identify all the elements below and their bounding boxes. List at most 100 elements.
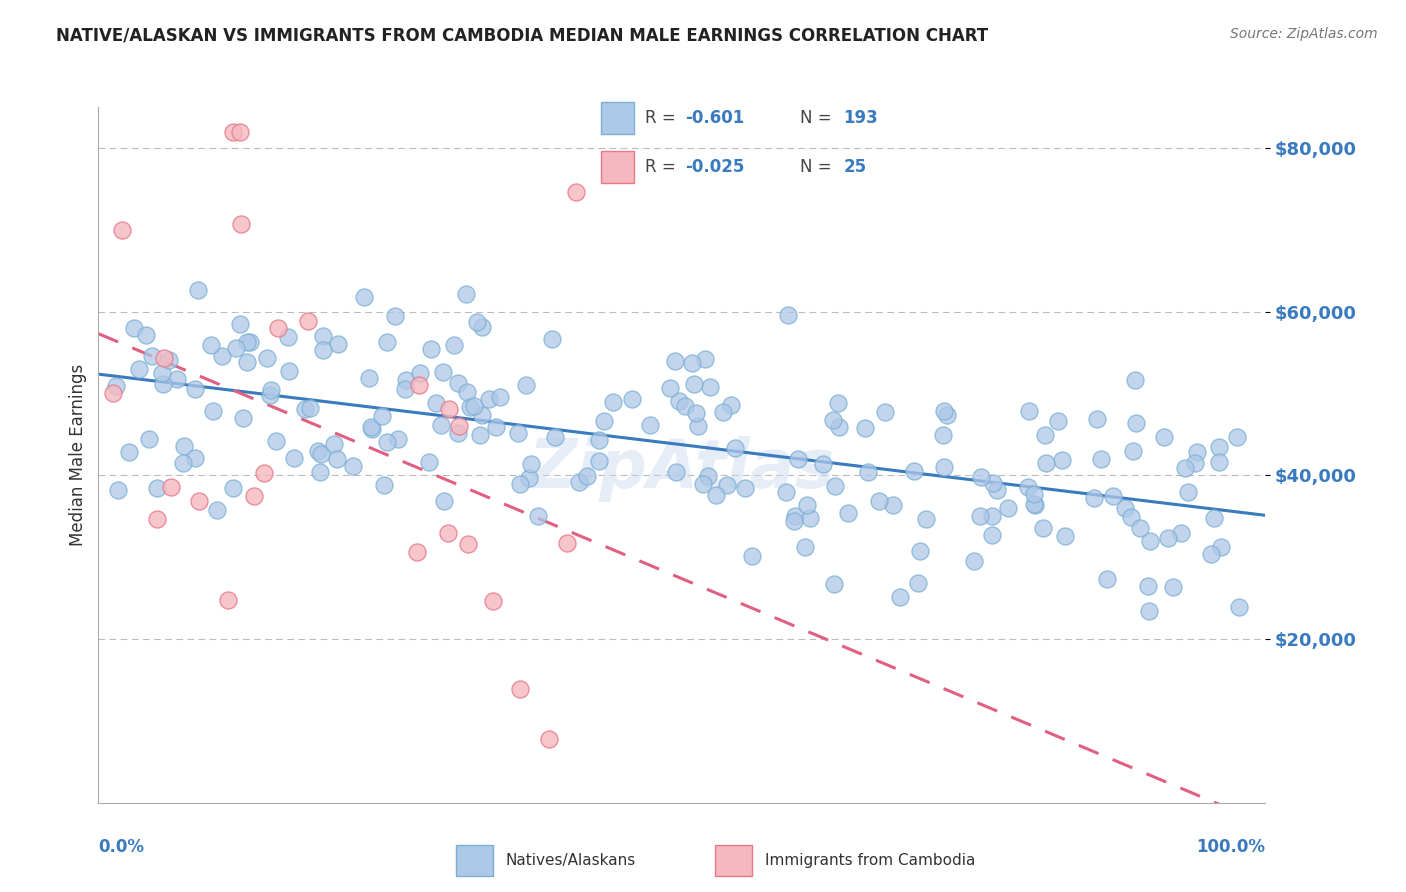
Point [229,317,252,331]
Point [1199,547,1222,561]
Point [914,512,936,526]
Point [1208,440,1230,454]
Point [685,406,707,420]
Point [828,420,851,434]
Point [211,349,233,363]
Point [1024,499,1046,513]
Point [1226,429,1249,443]
Point [387,432,409,446]
Text: -0.025: -0.025 [685,159,744,177]
Point [239,335,262,350]
Point [1090,451,1112,466]
Point [138,433,160,447]
Point [312,329,335,343]
Point [311,447,333,461]
Point [720,398,742,412]
Point [172,456,194,470]
Point [166,372,188,386]
Point [786,451,808,466]
Point [243,489,266,503]
Point [873,405,896,419]
Point [527,509,550,524]
Point [868,494,890,508]
Point [673,399,696,413]
Point [981,476,1004,491]
Point [323,437,346,451]
Point [277,330,299,344]
Point [537,732,560,747]
Point [1163,580,1185,594]
Point [105,379,128,393]
Point [409,366,432,380]
Point [882,498,904,512]
Point [150,366,173,380]
Point [267,320,290,334]
Point [264,434,287,448]
Point [1024,497,1046,511]
Point [456,385,478,400]
Point [225,341,247,355]
Point [1085,411,1108,425]
Point [986,483,1008,498]
Point [297,313,319,327]
Point [256,351,278,365]
Point [307,443,329,458]
Point [1046,414,1069,428]
Point [565,185,588,199]
Point [489,390,512,404]
Point [932,459,955,474]
Point [145,482,167,496]
Point [187,494,209,508]
Point [704,488,727,502]
Point [775,484,797,499]
Point [620,392,643,406]
Text: R =: R = [644,159,681,177]
Text: 0.0%: 0.0% [98,838,145,855]
Point [588,434,610,448]
Point [1033,427,1056,442]
Point [1139,533,1161,548]
Point [716,478,738,492]
Point [187,283,209,297]
Point [373,478,395,492]
Point [408,378,430,392]
Point [184,382,207,396]
Point [463,399,485,413]
Point [471,408,494,422]
Point [353,290,375,304]
Point [936,408,959,422]
Point [457,537,479,551]
Point [506,426,529,441]
Point [420,342,443,356]
Point [793,541,815,555]
Point [543,430,565,444]
Point [184,450,207,465]
Point [371,409,394,423]
Point [437,402,460,417]
Point [312,343,335,358]
Point [447,419,470,434]
Point [568,475,591,489]
Point [277,364,299,378]
Point [908,544,931,558]
Text: Source: ZipAtlas.com: Source: ZipAtlas.com [1230,27,1378,41]
Text: ZipAtlas: ZipAtlas [529,436,835,502]
Point [576,469,599,483]
Text: Natives/Alaskans: Natives/Alaskans [505,854,636,868]
Point [981,508,1004,523]
Point [1102,489,1125,503]
Point [433,493,456,508]
Point [827,396,849,410]
Point [907,575,929,590]
Point [681,356,703,370]
Text: R =: R = [644,109,681,127]
Point [375,334,398,349]
Point [229,217,252,231]
Point [699,380,721,394]
Point [202,404,225,418]
Point [658,381,681,395]
Point [693,351,716,366]
Point [783,509,806,524]
Point [1208,455,1230,469]
Point [425,396,447,410]
